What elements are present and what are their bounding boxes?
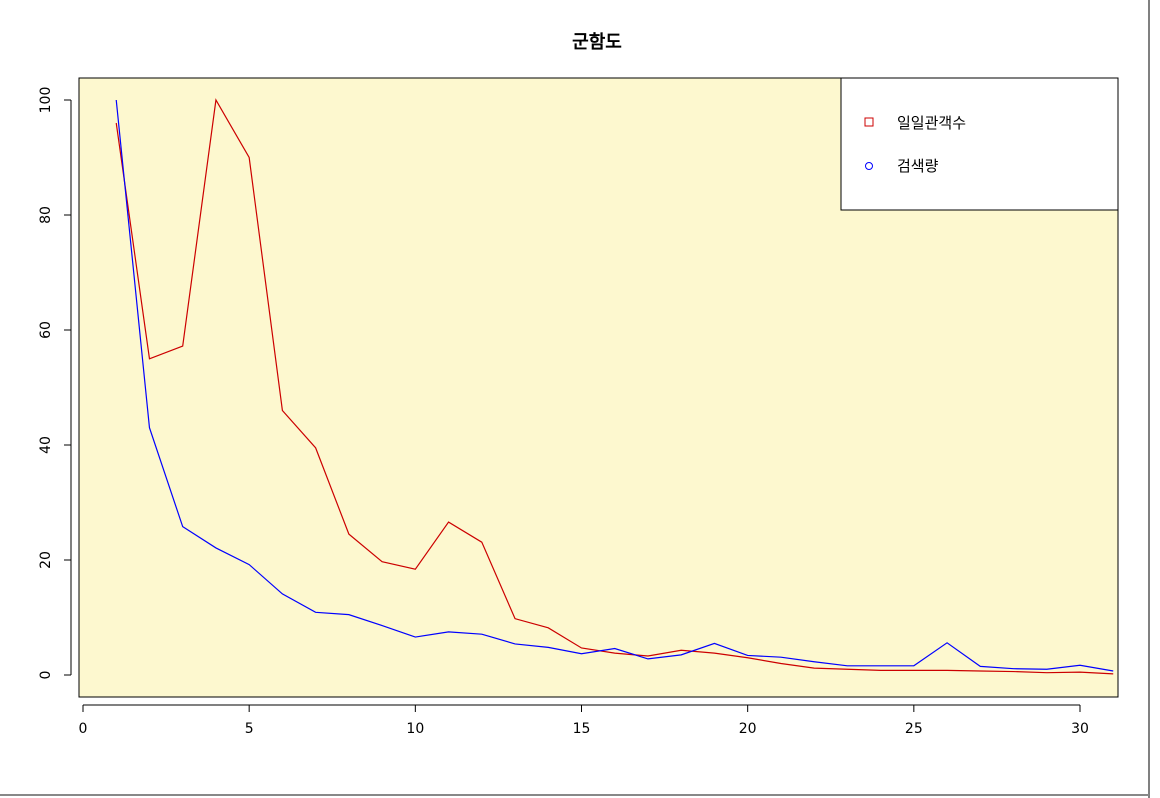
y-tick-label: 20 — [38, 551, 54, 569]
y-tick-label: 0 — [38, 671, 54, 680]
legend-marker-series-1 — [864, 117, 874, 127]
x-tick-label: 25 — [905, 721, 923, 737]
legend-marker-series-2 — [865, 162, 873, 170]
y-tick-label: 100 — [38, 87, 54, 114]
y-tick-label: 40 — [38, 436, 54, 454]
legend-label-series-1: 일일관객수 — [897, 114, 966, 132]
y-tick-label: 80 — [38, 206, 54, 224]
x-tick-label: 30 — [1071, 721, 1089, 737]
x-tick-label: 0 — [79, 721, 88, 737]
y-tick-label: 60 — [38, 321, 54, 339]
axes: 0 5 10 15 20 25 30 0 20 40 60 80 100 — [38, 87, 1089, 737]
series-group — [115, 98, 1114, 675]
x-tick-label: 20 — [739, 721, 757, 737]
legend-label-series-2: 검색량 — [897, 157, 939, 175]
series-line-1 — [115, 98, 1114, 675]
legend-box — [840, 77, 1119, 211]
legend: 일일관객수 검색량 — [840, 77, 1119, 211]
chart-title: 군함도 — [572, 31, 622, 53]
x-tick-label: 5 — [245, 721, 254, 737]
series-line-2 — [115, 99, 1114, 672]
x-tick-label: 15 — [573, 721, 591, 737]
x-tick-label: 10 — [406, 721, 424, 737]
